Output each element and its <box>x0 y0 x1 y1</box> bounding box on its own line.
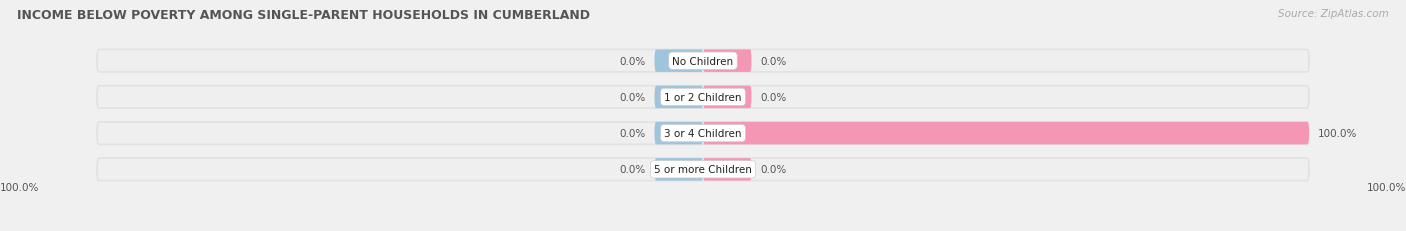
FancyBboxPatch shape <box>97 50 1309 73</box>
Text: 0.0%: 0.0% <box>761 92 787 103</box>
FancyBboxPatch shape <box>97 86 1309 109</box>
FancyBboxPatch shape <box>97 158 1309 181</box>
FancyBboxPatch shape <box>655 122 703 145</box>
Text: 0.0%: 0.0% <box>619 165 645 175</box>
Text: 100.0%: 100.0% <box>1367 183 1406 193</box>
Text: Source: ZipAtlas.com: Source: ZipAtlas.com <box>1278 9 1389 19</box>
Text: 3 or 4 Children: 3 or 4 Children <box>664 128 742 139</box>
Text: INCOME BELOW POVERTY AMONG SINGLE-PARENT HOUSEHOLDS IN CUMBERLAND: INCOME BELOW POVERTY AMONG SINGLE-PARENT… <box>17 9 591 22</box>
FancyBboxPatch shape <box>655 86 703 109</box>
FancyBboxPatch shape <box>655 158 703 181</box>
Text: 100.0%: 100.0% <box>1319 128 1358 139</box>
FancyBboxPatch shape <box>703 122 1309 145</box>
Text: 0.0%: 0.0% <box>761 56 787 66</box>
Text: 0.0%: 0.0% <box>619 56 645 66</box>
Text: 100.0%: 100.0% <box>0 183 39 193</box>
FancyBboxPatch shape <box>703 86 751 109</box>
Text: 5 or more Children: 5 or more Children <box>654 165 752 175</box>
FancyBboxPatch shape <box>97 122 1309 145</box>
FancyBboxPatch shape <box>703 50 751 73</box>
Text: 1 or 2 Children: 1 or 2 Children <box>664 92 742 103</box>
Text: 0.0%: 0.0% <box>619 92 645 103</box>
Text: No Children: No Children <box>672 56 734 66</box>
Text: 0.0%: 0.0% <box>761 165 787 175</box>
Text: 0.0%: 0.0% <box>619 128 645 139</box>
FancyBboxPatch shape <box>655 50 703 73</box>
FancyBboxPatch shape <box>703 158 751 181</box>
